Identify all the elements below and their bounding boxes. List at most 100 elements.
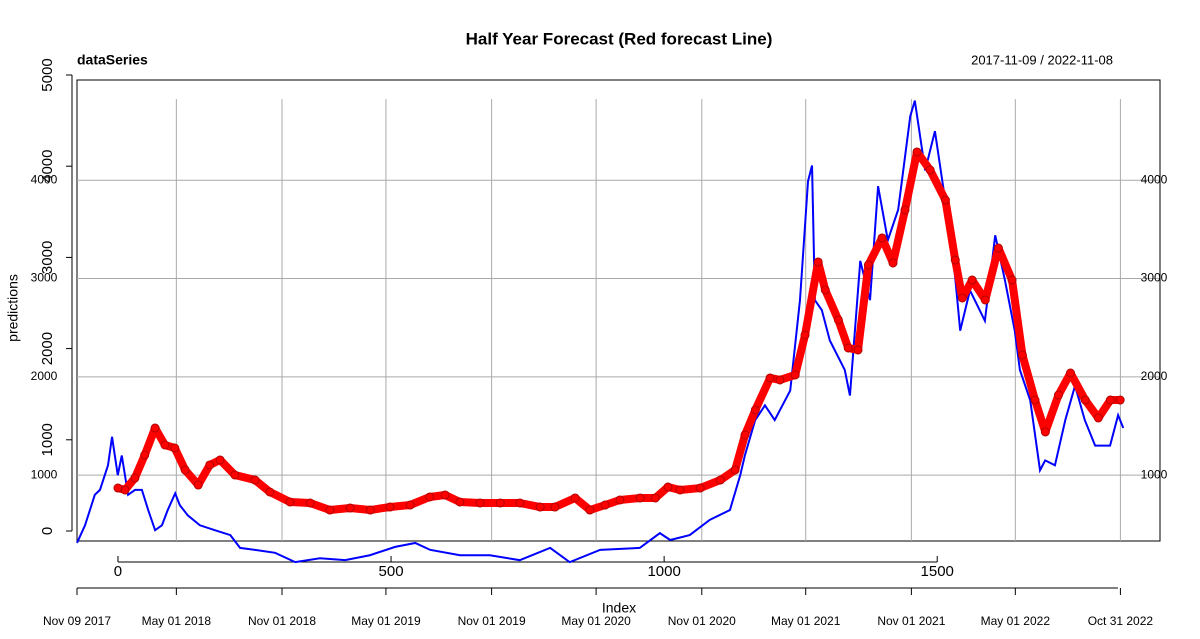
forecast-point	[250, 475, 260, 485]
forecast-point	[180, 465, 190, 475]
plot-frame	[76, 79, 1161, 542]
forecast-point	[1017, 350, 1027, 360]
forecast-point	[853, 345, 863, 355]
date-range: 2017-11-09 / 2022-11-08	[971, 52, 1113, 67]
forecast-point	[1093, 413, 1103, 423]
x-tick-label: 1000	[647, 563, 680, 580]
forecast-point	[993, 243, 1003, 253]
chart-title: Half Year Forecast (Red forecast Line)	[466, 29, 773, 48]
forecast-point	[750, 405, 760, 415]
forecast-point	[385, 502, 395, 512]
y-tick-label: 5000	[39, 58, 56, 91]
forecast-band	[113, 147, 1125, 515]
forecast-point	[615, 495, 625, 505]
x2-tick-label: Oct 31 2022	[1088, 614, 1154, 628]
forecast-point	[215, 455, 225, 465]
x2-tick-label: May 01 2021	[771, 614, 841, 628]
forecast-point	[695, 483, 705, 493]
y2-tick-label: 2000	[1141, 369, 1168, 383]
forecast-point	[140, 450, 150, 460]
forecast-point	[365, 505, 375, 515]
forecast-point	[130, 473, 140, 483]
forecast-point	[967, 275, 977, 285]
x2-tick-label: Nov 09 2017	[43, 614, 111, 628]
y2-tick-label: 3000	[1141, 271, 1168, 285]
forecast-point	[663, 482, 673, 492]
forecast-point	[170, 443, 180, 453]
x2-tick-label: Nov 01 2019	[458, 614, 526, 628]
x2-tick-label: May 01 2020	[561, 614, 631, 628]
y2-tick-label: 1000	[1141, 467, 1168, 481]
forecast-point	[775, 375, 785, 385]
forecast-point	[813, 257, 823, 267]
x2-tick-label: May 01 2022	[981, 614, 1051, 628]
forecast-point	[585, 505, 595, 515]
forecast-point	[1105, 395, 1115, 405]
forecast-point	[120, 485, 130, 495]
forecast-point	[600, 500, 610, 510]
x2-tick-label: Nov 01 2018	[248, 614, 316, 628]
forecast-point	[740, 430, 750, 440]
forecast-point	[877, 233, 887, 243]
forecast-point	[230, 470, 240, 480]
forecast-point	[888, 258, 898, 268]
y2-tick-label: 4000	[1141, 172, 1168, 186]
forecast-point	[455, 497, 465, 507]
x-axis-label: Index	[602, 600, 636, 616]
forecast-point	[515, 498, 525, 508]
forecast-point	[405, 500, 415, 510]
forecast-point	[940, 195, 950, 205]
y-tick-label: 4000	[39, 150, 56, 183]
forecast-point	[900, 205, 910, 215]
x2-tick-label: May 01 2018	[142, 614, 212, 628]
forecast-point	[765, 373, 775, 383]
series-label: dataSeries	[77, 52, 148, 68]
forecast-point	[833, 315, 843, 325]
forecast-point	[1007, 275, 1017, 285]
forecast-point	[635, 493, 645, 503]
forecast-point	[1115, 395, 1125, 405]
y-axis-label: predictions	[5, 274, 21, 342]
forecast-point	[440, 490, 450, 500]
forecast-point	[113, 483, 123, 493]
forecast-point	[150, 423, 160, 433]
y2-tick-label-left: 4000	[31, 172, 58, 186]
forecast-point	[160, 440, 170, 450]
y-tick-label: 0	[39, 527, 56, 535]
forecast-point	[800, 330, 810, 340]
x2-tick-label: Nov 01 2020	[668, 614, 736, 628]
forecast-point	[285, 497, 295, 507]
forecast-point	[950, 255, 960, 265]
forecast-point	[1040, 427, 1050, 437]
forecast-point	[550, 502, 560, 512]
forecast-point	[495, 498, 505, 508]
forecast-point	[205, 460, 215, 470]
forecast-point	[305, 498, 315, 508]
forecast-point	[570, 493, 580, 503]
forecast-point	[345, 503, 355, 513]
forecast-point	[535, 502, 545, 512]
forecast-point	[863, 260, 873, 270]
forecast-point	[730, 465, 740, 475]
forecast-point	[193, 480, 203, 490]
forecast-point	[1030, 395, 1040, 405]
forecast-point	[980, 295, 990, 305]
forecast-point	[265, 487, 275, 497]
forecast-point	[1053, 390, 1063, 400]
forecast-point	[820, 285, 830, 295]
forecast-point	[650, 493, 660, 503]
y-tick-label: 3000	[39, 241, 56, 274]
y2-tick-label-left: 1000	[31, 467, 58, 481]
forecast-point	[675, 485, 685, 495]
forecast-point	[325, 505, 335, 515]
x-tick-label: 500	[379, 563, 404, 580]
forecast-point	[475, 498, 485, 508]
forecast-point	[925, 165, 935, 175]
y-tick-label: 1000	[39, 423, 56, 456]
x-tick-label: 0	[114, 563, 122, 580]
forecast-point	[843, 343, 853, 353]
y2-tick-label-left: 3000	[31, 271, 58, 285]
forecast-point	[790, 370, 800, 380]
forecast-point	[1065, 368, 1075, 378]
